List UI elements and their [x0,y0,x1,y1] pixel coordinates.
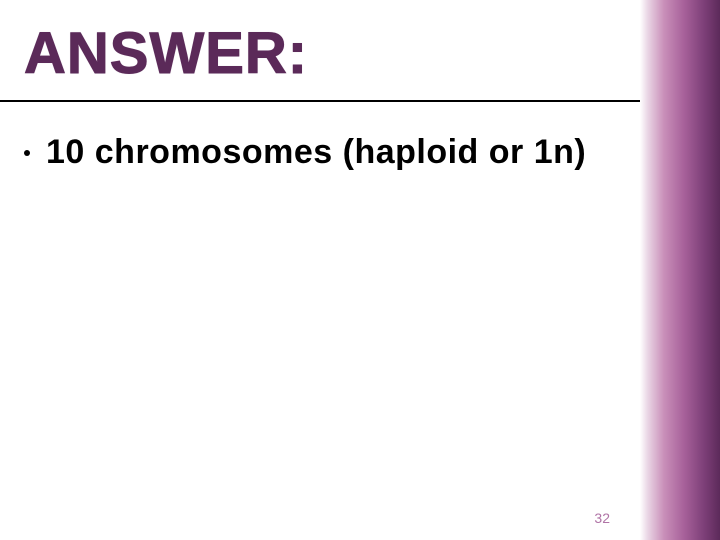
slide-title: ANSWER: [24,20,308,87]
sidebar-gradient [640,0,720,540]
page-number: 32 [594,510,610,526]
slide: ANSWER: 10 chromosomes (haploid or 1n) 3… [0,0,720,540]
bullet-dot-icon [24,150,30,156]
title-underline [0,100,640,102]
bullet-text: 10 chromosomes (haploid or 1n) [46,130,586,174]
bullet-item: 10 chromosomes (haploid or 1n) [24,130,614,174]
